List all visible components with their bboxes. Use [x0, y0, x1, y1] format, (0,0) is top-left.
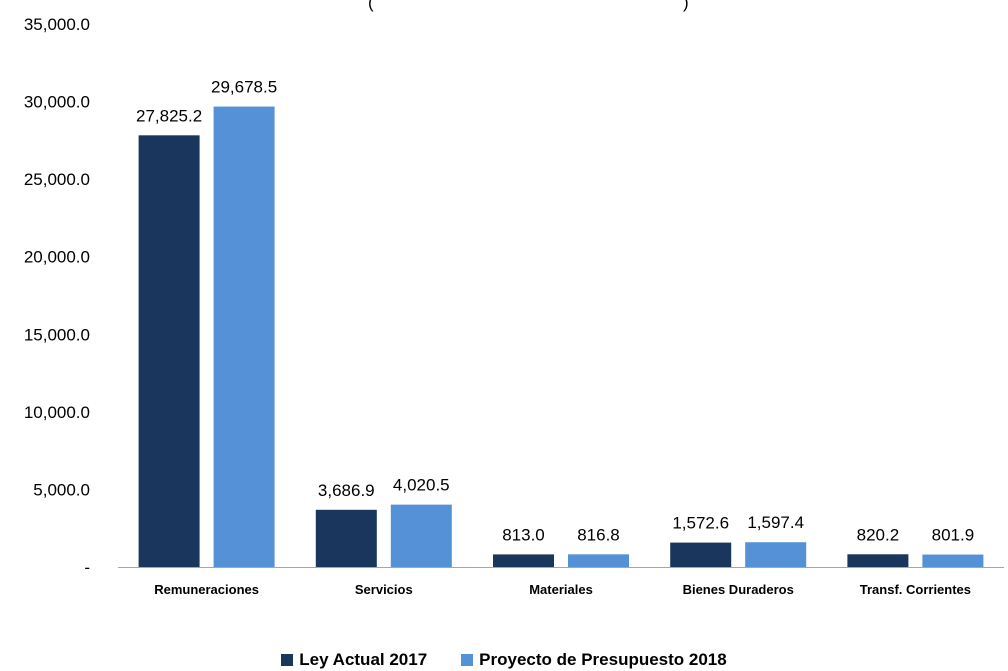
bar-2-2	[390, 504, 452, 567]
y-tick-label: 10,000.0	[24, 403, 90, 422]
legend-item-series-1: Ley Actual 2017	[281, 650, 427, 670]
data-label: 1,597.4	[747, 513, 804, 532]
data-label: 3,686.9	[318, 481, 375, 500]
x-axis: Remuneraciones Servicios Materiales Bienes …	[118, 567, 1004, 597]
data-label: 29,678.5	[211, 78, 277, 97]
data-label: 816.8	[577, 525, 620, 544]
data-label: 1,572.6	[672, 514, 729, 533]
legend-label-series-1: Ley Actual 2017	[299, 650, 428, 669]
x-tick-label: Transf. Corrientes	[860, 582, 971, 597]
legend-swatch-series-2	[461, 654, 474, 666]
bar-1-5	[847, 554, 909, 567]
y-tick-label: 35,000.0	[24, 15, 90, 34]
y-tick-label: 25,000.0	[24, 170, 90, 189]
x-tick-label: Remuneraciones	[154, 582, 259, 597]
bar-2-5	[922, 554, 984, 567]
legend-swatch-series-1	[281, 654, 294, 666]
chart-title-end: )	[683, 0, 689, 12]
data-label: 813.0	[502, 525, 545, 544]
bar-1-3	[493, 554, 554, 567]
bars: 27,825.2 29,678.5 3,686.9 4,020.5 813.0 816.8…	[136, 78, 984, 568]
y-tick-label: 30,000.0	[24, 93, 90, 112]
legend-label-series-2: Proyecto de Presupuesto 2018	[479, 650, 727, 669]
data-label: 27,825.2	[136, 106, 202, 125]
bar-1-2	[315, 509, 377, 567]
y-tick-label: 20,000.0	[24, 248, 90, 267]
bar-2-3	[568, 554, 629, 567]
legend-item-series-2: Proyecto de Presupuesto 2018	[461, 650, 727, 670]
x-tick-label: Bienes Duraderos	[683, 582, 794, 597]
legend: Ley Actual 2017 Proyecto de Presupuesto …	[0, 650, 1008, 670]
bar-2-1	[213, 106, 275, 568]
chart-title: ( )	[368, 0, 689, 12]
y-axis: - 5,000.0 10,000.0 15,000.0 20,000.0 25,000.0…	[24, 15, 90, 577]
chart-title-start: (	[368, 0, 374, 12]
data-label: 4,020.5	[393, 476, 450, 495]
data-label: 801.9	[932, 526, 975, 545]
bar-chart: ( ) - 5,000.0 10,000.0 15,000.0 20,000.0 25,0…	[24, 0, 1004, 597]
bar-1-4	[670, 542, 732, 567]
y-tick-label: -	[84, 558, 90, 577]
bar-2-4	[745, 542, 807, 567]
x-tick-label: Materiales	[529, 582, 593, 597]
bar-1-1	[138, 135, 200, 567]
y-tick-label: 15,000.0	[24, 325, 90, 344]
data-label: 820.2	[857, 525, 900, 544]
x-tick-label: Servicios	[355, 582, 413, 597]
y-tick-label: 5,000.0	[33, 480, 90, 499]
